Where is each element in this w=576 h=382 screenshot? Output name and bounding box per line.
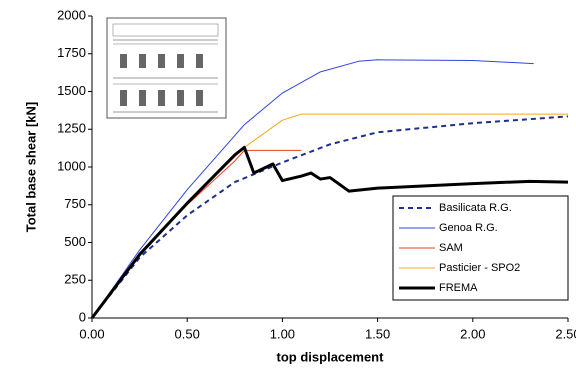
y-tick-label: 1250 bbox=[57, 121, 86, 136]
chart: top displacement Total base shear [kN] 0… bbox=[0, 0, 576, 377]
x-tick-label: 2.50 bbox=[555, 326, 576, 341]
y-axis-label: Total base shear [kN] bbox=[23, 102, 38, 233]
legend-label: Genoa R.G. bbox=[439, 222, 498, 234]
x-tick-label: 0.00 bbox=[79, 326, 104, 341]
y-tick-label: 1750 bbox=[57, 45, 86, 60]
y-tick-label: 2000 bbox=[57, 7, 86, 22]
series-line bbox=[92, 150, 301, 318]
inset-drawing bbox=[107, 18, 226, 118]
y-tick-label: 500 bbox=[64, 234, 86, 249]
x-tick-label: 0.50 bbox=[175, 326, 200, 341]
legend-label: Basilicata R.G. bbox=[439, 202, 512, 214]
y-tick-label: 1000 bbox=[57, 158, 86, 173]
y-tick-label: 750 bbox=[64, 196, 86, 211]
x-tick-label: 1.00 bbox=[270, 326, 295, 341]
x-tick-label: 2.00 bbox=[460, 326, 485, 341]
x-axis-label: top displacement bbox=[277, 349, 385, 364]
y-tick-label: 0 bbox=[79, 309, 86, 324]
y-tick-label: 250 bbox=[64, 272, 86, 287]
x-tick-label: 1.50 bbox=[365, 326, 390, 341]
legend-label: Pasticier - SPO2 bbox=[439, 262, 520, 274]
legend-label: FREMA bbox=[439, 282, 478, 294]
y-tick-label: 1500 bbox=[57, 83, 86, 98]
legend-label: SAM bbox=[439, 242, 463, 254]
